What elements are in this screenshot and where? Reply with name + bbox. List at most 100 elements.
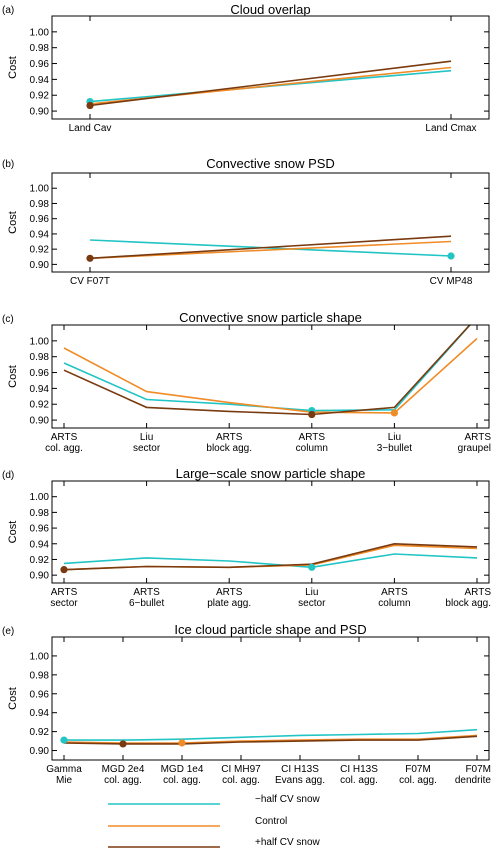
x-tick-label: plate agg.: [207, 598, 251, 609]
y-tick-label: 1.00: [30, 336, 50, 347]
x-tick-label: MGD 1e4: [161, 764, 204, 775]
legend-label-control: Control: [255, 816, 287, 827]
x-tick-label: block agg.: [206, 443, 252, 454]
x-tick-label: ARTS: [51, 587, 78, 598]
x-tick-label: ARTS: [133, 587, 160, 598]
y-tick-label: 1.00: [30, 27, 50, 38]
x-tick-label: Liu: [140, 432, 153, 443]
x-tick-label: Liu: [305, 587, 318, 598]
y-tick-label: 0.92: [30, 727, 50, 738]
panel-a: (a) Cloud overlap Cost 0.90 0.92 0.94 0.96 0.98…: [2, 2, 490, 134]
x-tick-label: sector: [50, 598, 78, 609]
x-tick-label: MGD 2e4: [102, 764, 145, 775]
x-tick-label: 6−bullet: [129, 598, 165, 609]
x-tick-label: CI MH97: [221, 764, 261, 775]
x-tick-label: graupel: [458, 443, 491, 454]
y-tick-label: 0.94: [30, 75, 50, 86]
y-tick-label: 0.98: [30, 670, 50, 681]
y-axis-label: Cost: [7, 687, 19, 710]
x-tick-label: col. agg.: [399, 775, 437, 786]
x-tick-label: dendrite: [455, 775, 492, 786]
y-tick-label: 1.00: [30, 651, 50, 662]
x-tick-label: col. agg.: [163, 775, 201, 786]
series-line-plus: [89, 60, 452, 107]
x-tick-label: CI H13S: [340, 764, 378, 775]
y-tick-label: 0.96: [30, 689, 50, 700]
x-tick-label: CI H13S: [281, 764, 319, 775]
panel-title: Ice cloud particle shape and PSD: [174, 622, 366, 637]
x-tick-label: CV F07T: [70, 276, 110, 287]
marker-plus: [60, 566, 68, 574]
y-axis-label: Cost: [7, 365, 19, 388]
plot-frame: [51, 324, 490, 429]
y-tick-label: 0.92: [30, 245, 50, 256]
panel-title: Convective snow PSD: [206, 156, 335, 171]
x-tick-label: col. agg.: [104, 775, 142, 786]
y-tick-label: 1.00: [30, 184, 50, 195]
x-tick-label: sector: [133, 443, 161, 454]
legend: −half CV snow Control +half CV snow: [108, 794, 321, 848]
y-tick-label: 0.90: [30, 416, 50, 427]
series-line-minus: [64, 728, 478, 741]
panel-b: (b) Convective snow PSD Cost 0.90 0.92 0.94 0.…: [2, 156, 490, 287]
marker-plus: [86, 254, 94, 262]
y-tick-label: 0.98: [30, 199, 50, 210]
x-tick-label: col. agg.: [222, 775, 260, 786]
x-tick-label: Land Cav: [69, 123, 112, 134]
panel-label: (e): [2, 626, 14, 637]
y-tick-label: 0.94: [30, 708, 50, 719]
series-line-minus: [63, 325, 472, 412]
y-tick-label: 0.92: [30, 555, 50, 566]
y-tick-label: 0.90: [30, 107, 50, 118]
x-tick-label: ARTS: [299, 432, 326, 443]
x-tick-label: Land Cmax: [425, 123, 476, 134]
series-line-control: [89, 240, 452, 260]
x-tick-label: ARTS: [216, 432, 243, 443]
y-tick-label: 0.90: [30, 746, 50, 757]
x-tick-label: ARTS: [465, 587, 492, 598]
x-tick-label: CV MP48: [430, 276, 473, 287]
marker-plus: [119, 740, 127, 748]
plot-frame: [51, 15, 490, 120]
series-line-plus: [63, 325, 471, 416]
y-tick-label: 0.92: [30, 91, 50, 102]
x-tick-label: col. agg.: [340, 775, 378, 786]
panel-label: (b): [2, 159, 14, 170]
y-tick-label: 0.94: [30, 539, 50, 550]
plot-frame: [51, 480, 490, 584]
marker-minus: [308, 563, 316, 571]
plot-area: [63, 728, 478, 745]
plot-frame: [51, 172, 490, 273]
marker-control: [178, 739, 186, 747]
y-tick-label: 0.98: [30, 352, 50, 363]
x-tick-label: block agg.: [445, 598, 491, 609]
marker-plus: [308, 410, 316, 419]
series-line-plus: [89, 235, 452, 260]
y-tick-label: 0.94: [30, 229, 50, 240]
legend-label-minus: −half CV snow: [255, 794, 321, 805]
series-line-plus: [63, 542, 478, 571]
panel-title: Convective snow particle shape: [179, 310, 362, 325]
y-tick-label: 0.96: [30, 214, 50, 225]
x-tick-label: Mie: [56, 775, 73, 786]
marker-minus: [60, 736, 68, 744]
plot-area: [63, 325, 478, 416]
panel-d: (d) Large−scale snow particle shape Cost 0.…: [2, 466, 491, 609]
marker-control: [390, 409, 398, 417]
y-axis-label: Cost: [7, 521, 19, 544]
panel-label: (a): [2, 5, 14, 16]
marker-plus: [86, 101, 94, 110]
x-tick-label: F07M: [405, 764, 431, 775]
y-tick-label: 0.94: [30, 384, 50, 395]
panel-label: (d): [2, 470, 14, 481]
plot-area: [89, 60, 452, 107]
x-tick-label: col. agg.: [45, 443, 83, 454]
x-tick-label: Liu: [388, 432, 401, 443]
y-tick-label: 0.96: [30, 59, 50, 70]
x-tick-label: Gamma: [46, 764, 82, 775]
y-tick-label: 0.98: [30, 43, 50, 54]
series-line-control: [63, 337, 478, 414]
x-tick-label: F07M: [465, 764, 491, 775]
x-tick-label: Evans agg.: [275, 775, 325, 786]
